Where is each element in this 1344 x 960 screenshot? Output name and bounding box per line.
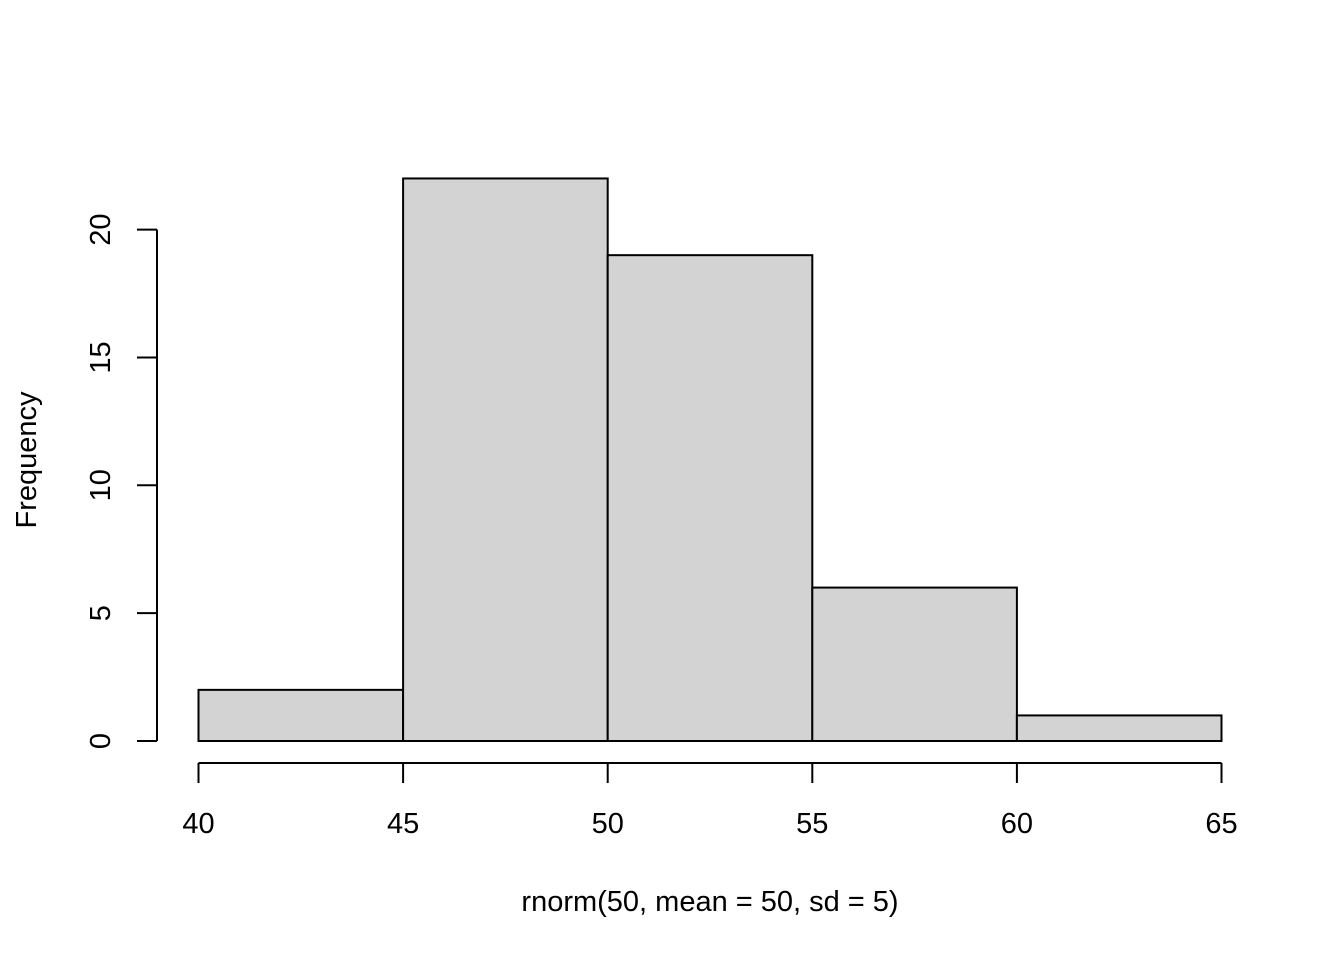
histogram-bar	[197, 688, 405, 742]
x-axis: 40 45 50 55 60 65	[182, 762, 1238, 840]
histogram-bar	[606, 254, 814, 742]
histogram-bar	[811, 586, 1018, 743]
x-tick-label: 65	[1205, 808, 1237, 840]
y-tick-label: 20	[85, 213, 117, 245]
x-tick-label: 40	[182, 808, 214, 840]
x-tick-label: 50	[592, 808, 624, 840]
x-tick-label: 55	[796, 808, 828, 840]
histogram-bars	[197, 177, 1223, 743]
y-tick-label: 10	[85, 469, 117, 501]
y-axis: 0 5 10 15 20	[85, 213, 158, 749]
histogram-bar	[1015, 714, 1223, 742]
y-tick-label: 0	[85, 733, 117, 749]
y-axis-title: Frequency	[11, 391, 43, 529]
y-tick-label: 5	[85, 605, 117, 621]
x-tick-label: 45	[387, 808, 419, 840]
x-tick-label: 60	[1001, 808, 1033, 840]
histogram-bar	[402, 177, 609, 742]
x-axis-title: rnorm(50, mean = 50, sd = 5)	[521, 886, 898, 918]
y-tick-label: 15	[85, 341, 117, 373]
